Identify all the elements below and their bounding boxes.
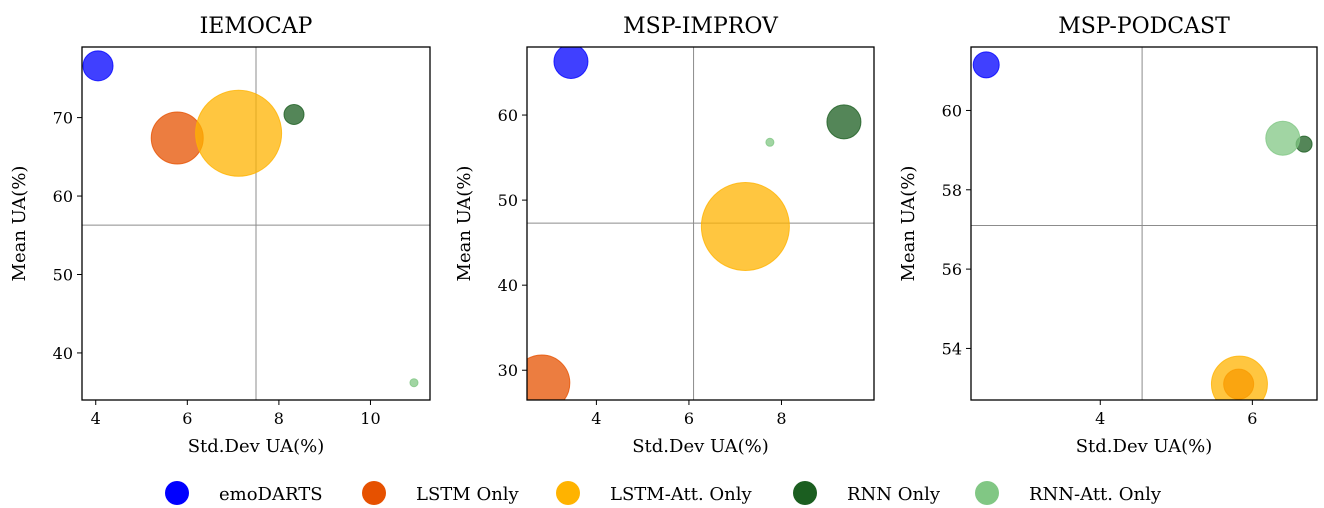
legend-label: RNN Only [847, 484, 941, 505]
bubble-lstm-att-only [195, 89, 283, 177]
x-tick-label: 4 [591, 409, 601, 428]
x-tick-label: 4 [1095, 409, 1105, 428]
subplot-1: 4 6 8 10 40 50 60 70 IEMOCAP Std.Dev UA(%) Mean UA… [9, 14, 431, 457]
y-tick-label: 40 [53, 344, 73, 363]
bubble-lstm-att-only [700, 181, 790, 271]
legend-item-rnn-att-only: RNN-Att. Only [975, 481, 1162, 505]
legend-marker [556, 481, 580, 505]
legend-marker [975, 481, 999, 505]
legend: emoDARTS LSTM Only LSTM-Att. Only RNN Only R… [165, 481, 1162, 505]
x-axis-label: Std.Dev UA(%) [188, 436, 325, 457]
bubble-lstm-only [527, 354, 571, 400]
y-tick-label: 60 [53, 187, 73, 206]
y-tick-label: 30 [498, 361, 518, 380]
bubbles [82, 50, 419, 388]
bubble-rnn-only [283, 103, 305, 125]
subplot-title: MSP-IMPROV [623, 14, 779, 39]
subplot-title: MSP-PODCAST [1058, 14, 1230, 39]
legend-marker [165, 481, 189, 505]
y-tick-label: 58 [942, 181, 962, 200]
x-tick-label: 4 [91, 409, 101, 428]
x-tick-label: 6 [1247, 409, 1257, 428]
axes-frame [526, 46, 875, 401]
bubble-emodarts [972, 51, 1000, 79]
legend-item-emodarts: emoDARTS [165, 481, 323, 505]
y-tick-label: 70 [53, 109, 73, 128]
bubbles [972, 51, 1313, 400]
x-tick-label: 10 [360, 409, 380, 428]
x-tick-label: 6 [684, 409, 694, 428]
subplot-3: 4 6 54 56 58 60 MSP-PODCAST Std.Dev UA(%) Mean U… [898, 14, 1318, 457]
bubbles [527, 47, 862, 400]
y-tick-label: 54 [942, 339, 962, 358]
legend-item-lstm-att-only: LSTM-Att. Only [556, 481, 753, 505]
y-tick-label: 40 [498, 276, 518, 295]
x-tick-label: 8 [776, 409, 786, 428]
legend-item-lstm-only: LSTM Only [362, 481, 520, 505]
bubble-rnn-att-only [409, 378, 419, 388]
legend-marker [793, 481, 817, 505]
axes-frame [81, 46, 431, 401]
bubble-rnn-only [826, 104, 862, 140]
y-axis-label: Mean UA(%) [898, 166, 919, 282]
bubble-emodarts [82, 50, 114, 82]
legend-label: LSTM-Att. Only [610, 484, 753, 505]
x-tick-label: 8 [274, 409, 284, 428]
y-axis-label: Mean UA(%) [454, 166, 475, 282]
y-tick-label: 60 [942, 101, 962, 120]
bubble-lstm-att-only [1210, 355, 1268, 400]
bubble-emodarts [553, 47, 589, 79]
y-tick-label: 56 [942, 260, 962, 279]
subplot-2: 4 6 8 30 40 50 60 MSP-IMPROV Std.Dev UA(%) Mean U… [454, 14, 875, 457]
legend-label: RNN-Att. Only [1029, 484, 1162, 505]
legend-item-rnn-only: RNN Only [793, 481, 941, 505]
axes-frame [970, 46, 1318, 401]
bubble-rnn-att-only [765, 137, 775, 147]
bubble-rnn-att-only [1265, 120, 1301, 156]
legend-label: emoDARTS [219, 484, 323, 505]
subplot-title: IEMOCAP [200, 14, 313, 39]
x-axis-label: Std.Dev UA(%) [1076, 436, 1213, 457]
x-axis-label: Std.Dev UA(%) [632, 436, 769, 457]
legend-label: LSTM Only [416, 484, 520, 505]
y-tick-label: 50 [53, 265, 73, 284]
y-axis-label: Mean UA(%) [9, 166, 30, 282]
y-tick-label: 50 [498, 191, 518, 210]
x-tick-label: 6 [182, 409, 192, 428]
legend-marker [362, 481, 386, 505]
y-tick-label: 60 [498, 106, 518, 125]
